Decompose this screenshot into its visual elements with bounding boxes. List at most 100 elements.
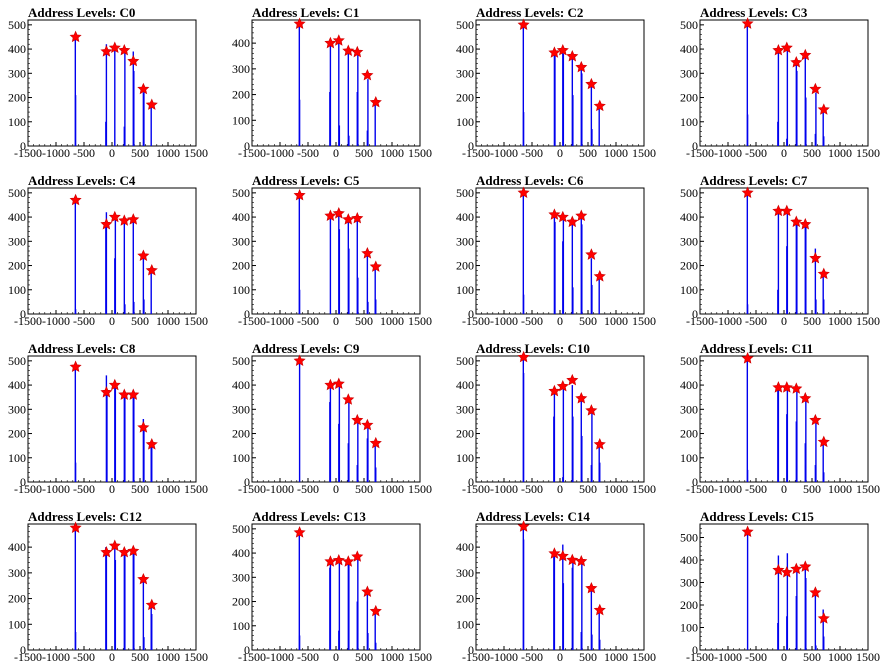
peak-marker-star [556, 210, 569, 223]
x-tick-label: 500 [355, 482, 373, 496]
y-tick-label: 400 [232, 210, 250, 224]
x-tick-label: -500 [745, 314, 767, 328]
x-tick-label: -1000 [266, 146, 294, 160]
x-tick-label: -1000 [490, 650, 518, 664]
y-tick-label: 200 [456, 592, 474, 606]
peak-marker-star [809, 251, 822, 264]
peak-marker-star [293, 354, 306, 367]
peak-marker-star [332, 553, 345, 566]
peak-marker-star [100, 385, 113, 398]
y-tick-label: 0 [468, 307, 474, 321]
x-tick-label: -1000 [266, 482, 294, 496]
x-tick-label: -1000 [714, 482, 742, 496]
y-tick-label: 500 [680, 531, 698, 545]
peak-marker-star [593, 603, 606, 616]
y-tick-label: 400 [232, 36, 250, 50]
x-tick-label: 0 [333, 146, 339, 160]
x-tick-label: 1500 [184, 314, 208, 328]
y-tick-label: 500 [8, 186, 26, 200]
y-tick-label: 300 [8, 402, 26, 416]
x-tick-label: 1000 [604, 146, 628, 160]
peak-marker-star [145, 438, 158, 450]
plot-frame [475, 19, 645, 147]
peak-marker-star [137, 82, 150, 95]
y-tick-label: 200 [680, 427, 698, 441]
peak-marker-star [548, 384, 561, 397]
chart-svg: -1500 -1000 -500 0 500 1000 1500 0 100 200 300 400 5… [456, 186, 656, 328]
x-tick-label: 1000 [828, 650, 852, 664]
y-tick-label: 400 [456, 210, 474, 224]
peak-marker-star [293, 188, 306, 201]
x-tick-label: -500 [521, 482, 543, 496]
chart-svg: -1500 -1000 -500 0 500 1000 1500 0 100 200 300 400 5… [456, 350, 656, 496]
y-tick-label: 100 [232, 619, 250, 633]
x-tick-label: -500 [297, 314, 319, 328]
peak-marker-star [69, 521, 82, 533]
peak-marker-star [556, 43, 569, 56]
x-tick-label: 500 [803, 482, 821, 496]
y-tick-label: 200 [232, 259, 250, 273]
peak-marker-star [118, 43, 131, 56]
peak-marker-star [799, 392, 812, 404]
x-tick-label: -500 [73, 314, 95, 328]
x-tick-label: -1500 [686, 650, 714, 664]
peak-marker-star [369, 604, 382, 617]
x-tick-label: -1500 [686, 146, 714, 160]
peak-marker-star [799, 217, 812, 230]
x-tick-label: 1000 [604, 650, 628, 664]
peak-marker-star [324, 209, 337, 221]
y-tick-label: 300 [680, 66, 698, 80]
y-tick-label: 0 [20, 307, 26, 321]
x-tick-label: 0 [109, 146, 115, 160]
peak-marker-star [369, 436, 382, 449]
chart-panel: Address Levels: C3 -1500 -1000 -500 0 500 1000… [672, 0, 896, 168]
peak-marker-star [780, 566, 793, 578]
peak-marker-star [145, 98, 158, 110]
y-tick-label: 0 [244, 643, 250, 657]
peak-marker-star [517, 350, 530, 363]
peak-marker-star [293, 17, 306, 29]
y-tick-label: 200 [232, 427, 250, 441]
x-tick-label: 0 [557, 482, 563, 496]
peak-marker-star [69, 30, 82, 43]
y-tick-label: 400 [680, 42, 698, 56]
y-tick-label: 100 [8, 617, 26, 631]
y-tick-label: 200 [8, 427, 26, 441]
peak-marker-star [342, 44, 355, 56]
y-tick-label: 400 [8, 540, 26, 554]
peak-marker-star [575, 209, 588, 221]
peak-marker-star [145, 598, 158, 611]
peak-marker-star [351, 550, 364, 562]
chart-svg: -1500 -1000 -500 0 500 1000 1500 0 100 200 300 400 5… [232, 522, 432, 664]
plot-frame [475, 355, 645, 483]
y-tick-label: 100 [680, 115, 698, 129]
peak-marker-star [127, 213, 140, 225]
x-tick-label: 0 [109, 482, 115, 496]
plot-frame [251, 187, 421, 315]
peak-marker-star [566, 553, 579, 566]
peak-marker-star [790, 56, 803, 68]
peak-marker-star [772, 43, 785, 56]
y-tick-label: 0 [244, 475, 250, 489]
chart-title: Address Levels: C1 [252, 5, 360, 20]
y-tick-label: 400 [456, 378, 474, 392]
y-tick-label: 100 [232, 283, 250, 297]
peak-marker-star [342, 393, 355, 405]
peak-marker-star [566, 215, 579, 228]
x-tick-label: 1500 [408, 314, 432, 328]
peak-marker-star [817, 612, 830, 624]
peak-marker-star [548, 46, 561, 58]
peak-marker-star [741, 352, 754, 364]
chart-svg: -1500 -1000 -500 0 500 1000 1500 0 100 200 300 400 5… [680, 186, 880, 328]
chart-panel: Address Levels: C1 -1500 -1000 -500 0 500 1000… [224, 0, 448, 168]
x-tick-label: 500 [355, 146, 373, 160]
peak-marker-star [517, 186, 530, 199]
y-tick-label: 100 [456, 617, 474, 631]
y-tick-label: 200 [232, 88, 250, 102]
y-tick-label: 400 [8, 378, 26, 392]
peak-marker-star [69, 360, 82, 372]
x-tick-label: -1500 [238, 650, 266, 664]
x-tick-label: -500 [297, 650, 319, 664]
x-tick-label: 500 [355, 650, 373, 664]
